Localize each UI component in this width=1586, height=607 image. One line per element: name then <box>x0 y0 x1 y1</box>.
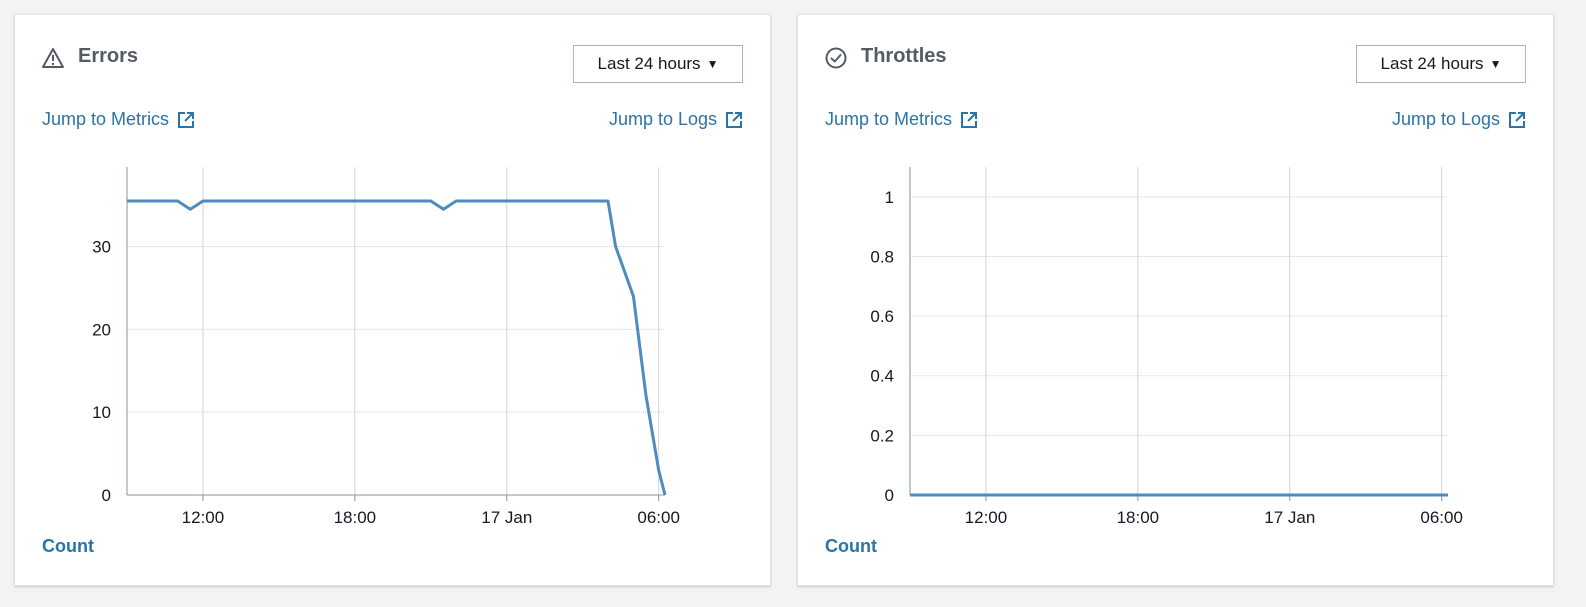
x-tick-label: 12:00 <box>182 508 225 525</box>
time-range-dropdown[interactable]: Last 24 hours ▼ <box>573 45 743 83</box>
caret-down-icon: ▼ <box>706 57 719 71</box>
panel-title: Throttles <box>861 45 947 67</box>
y-tick-label: 0.6 <box>870 307 894 326</box>
external-link-icon <box>178 111 195 128</box>
time-range-label: Last 24 hours <box>1380 54 1484 73</box>
jump-to-metrics-link[interactable]: Jump to Metrics <box>825 109 978 130</box>
x-tick-label: 18:00 <box>334 508 377 525</box>
external-link-icon <box>1509 111 1525 128</box>
external-link-icon <box>726 111 742 128</box>
jump-to-metrics-label: Jump to Metrics <box>825 109 953 129</box>
time-range-dropdown[interactable]: Last 24 hours ▼ <box>1356 45 1526 83</box>
caret-down-icon: ▼ <box>1489 57 1502 71</box>
y-tick-label: 10 <box>92 403 111 422</box>
x-tick-label: 06:00 <box>637 508 680 525</box>
external-link-icon <box>961 111 978 128</box>
warning-icon <box>42 48 64 68</box>
y-tick-label: 0.4 <box>870 367 894 386</box>
jump-to-logs-link[interactable]: Jump to Logs <box>1392 109 1526 130</box>
x-tick-label: 17 Jan <box>1264 508 1315 525</box>
jump-to-logs-label: Jump to Logs <box>1391 109 1500 129</box>
legend-count[interactable]: Count <box>42 536 94 556</box>
jump-to-metrics-label: Jump to Metrics <box>42 109 170 129</box>
jump-to-metrics-link[interactable]: Jump to Metrics <box>42 109 195 130</box>
jump-to-logs-link[interactable]: Jump to Logs <box>609 109 743 130</box>
x-tick-label: 18:00 <box>1117 508 1160 525</box>
time-range-label: Last 24 hours <box>597 54 701 73</box>
y-tick-label: 0.8 <box>870 247 894 266</box>
y-tick-label: 0 <box>102 486 111 505</box>
y-tick-label: 0.2 <box>870 426 894 445</box>
y-tick-label: 0 <box>885 486 894 505</box>
y-tick-label: 1 <box>885 188 894 207</box>
x-tick-label: 17 Jan <box>481 508 532 525</box>
errors-panel: Errors Last 24 hours ▼ Jump to Metrics J… <box>14 14 771 586</box>
y-tick-label: 30 <box>92 238 111 257</box>
series-line-count <box>127 199 667 496</box>
throttles-panel: Throttles Last 24 hours ▼ Jump to Metric… <box>797 14 1554 586</box>
panel-title: Errors <box>78 45 139 67</box>
y-tick-label: 20 <box>92 320 111 339</box>
check-circle-icon <box>825 47 847 69</box>
errors-chart: 0 10 20 30 12:00 18:00 17 Jan 06:00 <box>92 167 680 525</box>
x-tick-label: 12:00 <box>965 508 1008 525</box>
jump-to-logs-label: Jump to Logs <box>608 109 717 129</box>
legend-count[interactable]: Count <box>825 536 877 556</box>
throttles-chart: 0 0.2 0.4 0.6 0.8 1 12:00 18:00 17 Jan 06:00 <box>870 167 1463 525</box>
x-tick-label: 06:00 <box>1420 508 1463 525</box>
